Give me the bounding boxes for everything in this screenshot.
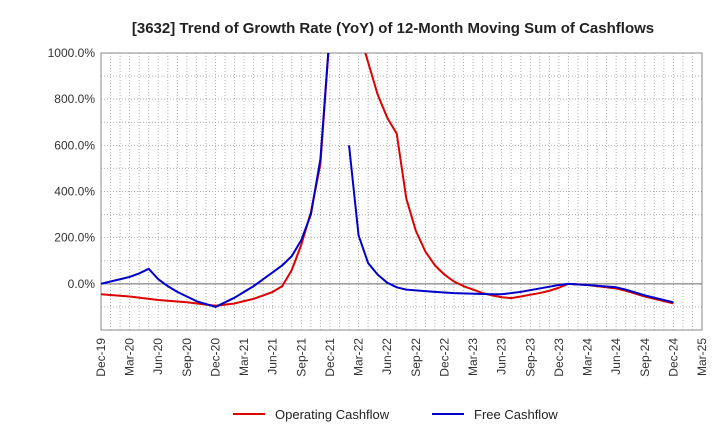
x-tick-label: Mar-21 — [237, 338, 251, 376]
x-tick-label: Sep-24 — [638, 338, 652, 377]
x-tick-label: Mar-25 — [695, 338, 709, 376]
series-layer — [101, 53, 674, 308]
x-tick-label: Sep-23 — [523, 338, 537, 377]
x-tick-label: Jun-20 — [151, 338, 165, 375]
y-axis-ticks: 0.0% 200.0% 400.0% 600.0% 800.0% 1000.0% — [48, 46, 96, 291]
x-tick-label: Dec-19 — [94, 338, 108, 377]
x-axis-ticks: Dec-19 Mar-20 Jun-20 Sep-20 Dec-20 Mar-21 Jun-… — [94, 338, 709, 377]
x-tick-label: Sep-21 — [294, 338, 308, 377]
series-line-free-cashflow — [101, 53, 674, 308]
x-tick-label: Dec-24 — [666, 338, 680, 377]
x-tick-label: Sep-22 — [409, 338, 423, 377]
x-tick-label: Jun-21 — [266, 338, 280, 375]
y-tick-label: 1000.0% — [48, 46, 96, 60]
x-tick-label: Dec-21 — [323, 338, 337, 377]
x-tick-label: Sep-20 — [180, 338, 194, 377]
grid — [101, 53, 702, 330]
legend-label-operating: Operating Cashflow — [275, 407, 390, 422]
x-tick-label: Dec-22 — [437, 338, 451, 377]
chart-title: [3632] Trend of Growth Rate (YoY) of 12-… — [132, 20, 654, 37]
y-tick-label: 0.0% — [68, 277, 96, 291]
legend-label-free: Free Cashflow — [474, 407, 558, 422]
y-tick-label: 800.0% — [54, 92, 95, 106]
x-tick-label: Mar-20 — [123, 338, 137, 376]
x-tick-label: Jun-23 — [495, 338, 509, 375]
y-tick-label: 600.0% — [54, 138, 95, 152]
legend: Operating Cashflow Free Cashflow — [233, 407, 558, 422]
x-tick-label: Mar-22 — [352, 338, 366, 376]
x-tick-label: Mar-23 — [466, 338, 480, 376]
x-tick-label: Dec-20 — [208, 338, 222, 377]
y-tick-label: 400.0% — [54, 185, 95, 199]
x-tick-label: Mar-24 — [581, 338, 595, 376]
x-tick-label: Jun-22 — [380, 338, 394, 375]
x-tick-label: Dec-23 — [552, 338, 566, 377]
y-tick-label: 200.0% — [54, 231, 95, 245]
x-tick-label: Jun-24 — [609, 338, 623, 375]
plot-area — [100, 52, 703, 331]
